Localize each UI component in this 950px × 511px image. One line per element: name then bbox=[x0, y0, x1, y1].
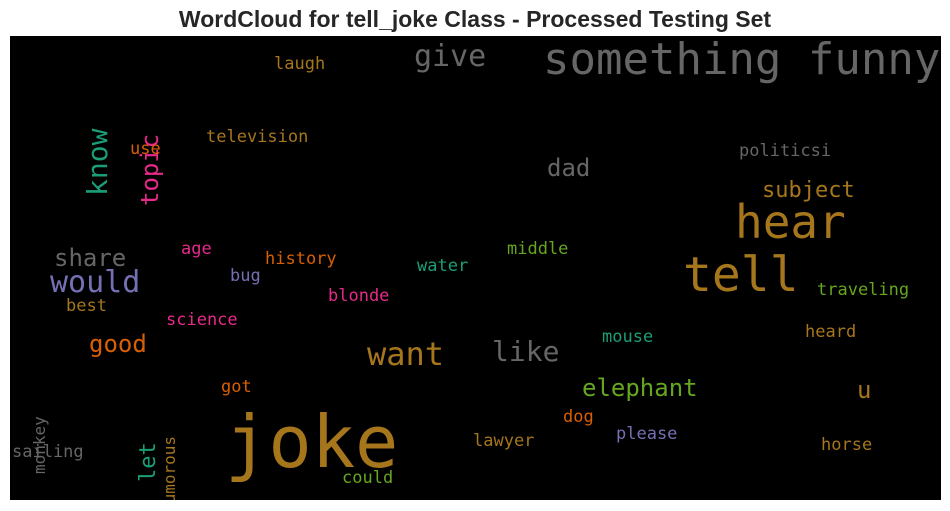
word-could: could bbox=[342, 468, 394, 488]
word-heard: heard bbox=[805, 322, 857, 342]
word-u: u bbox=[857, 376, 872, 404]
word-know: know bbox=[81, 128, 114, 196]
word-politicsi: politicsi bbox=[739, 141, 832, 161]
word-cloud: joke something funny hear tell want like would… bbox=[10, 36, 941, 500]
chart-title: WordCloud for tell_joke Class - Processe… bbox=[178, 6, 772, 32]
word-sailing: sailing bbox=[12, 442, 84, 462]
word-give: give bbox=[414, 39, 487, 74]
word-elephant: elephant bbox=[582, 374, 698, 402]
word-would: would bbox=[50, 265, 141, 300]
word-let: let bbox=[136, 442, 161, 482]
word-want: want bbox=[367, 335, 445, 373]
word-dad: dad bbox=[547, 154, 591, 182]
word-blonde: blonde bbox=[328, 286, 390, 306]
word-bug: bug bbox=[230, 266, 261, 286]
word-television: television bbox=[206, 127, 309, 147]
word-horse: horse bbox=[821, 435, 873, 455]
word-science: science bbox=[166, 310, 238, 330]
word-age: age bbox=[181, 239, 212, 259]
word-history: history bbox=[265, 249, 337, 269]
word-like: like bbox=[492, 335, 560, 368]
word-good: good bbox=[89, 330, 147, 358]
word-share: share bbox=[54, 244, 127, 272]
word-something-funny: something funny bbox=[543, 36, 941, 85]
word-got: got bbox=[221, 377, 252, 397]
word-humorous: humorous bbox=[160, 435, 179, 500]
word-tell: tell bbox=[683, 247, 799, 303]
word-please: please bbox=[616, 424, 678, 444]
word-joke: joke bbox=[225, 400, 399, 484]
word-laugh: laugh bbox=[274, 54, 326, 74]
word-use: use bbox=[130, 139, 161, 159]
word-dog: dog bbox=[563, 407, 594, 427]
word-water: water bbox=[417, 256, 469, 276]
word-middle: middle bbox=[507, 239, 569, 259]
word-mouse: mouse bbox=[602, 327, 654, 347]
word-best: best bbox=[66, 296, 107, 316]
word-hear: hear bbox=[735, 195, 846, 249]
word-lawyer: lawyer bbox=[473, 431, 535, 451]
word-subject: subject bbox=[762, 178, 855, 203]
word-traveling: traveling bbox=[817, 280, 910, 300]
